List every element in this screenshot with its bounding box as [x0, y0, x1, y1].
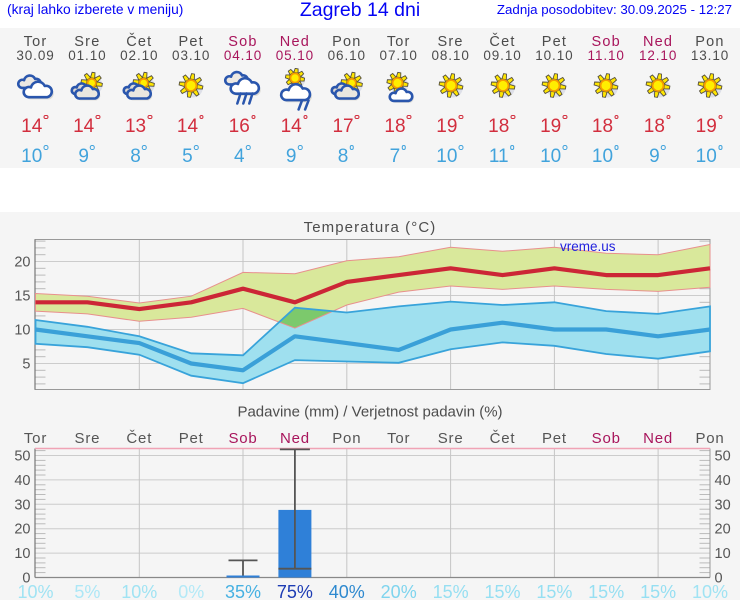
svg-text:35%: 35%: [225, 582, 261, 600]
svg-text:15%: 15%: [484, 582, 520, 600]
svg-text:5: 5: [22, 357, 30, 373]
svg-text:10%: 10%: [692, 582, 728, 600]
svg-text:Ned: Ned: [643, 430, 673, 447]
svg-text:40: 40: [715, 473, 731, 489]
svg-text:75%: 75%: [277, 582, 313, 600]
svg-text:10: 10: [715, 546, 731, 562]
svg-text:Padavine (mm) / Verjetnost pad: Padavine (mm) / Verjetnost padavin (%): [237, 404, 502, 421]
svg-text:Sre: Sre: [75, 430, 101, 447]
svg-text:10%: 10%: [121, 582, 157, 600]
svg-text:Tor: Tor: [24, 430, 47, 447]
svg-text:30: 30: [715, 497, 731, 513]
svg-text:Čet: Čet: [490, 430, 516, 447]
svg-text:15%: 15%: [536, 582, 572, 600]
svg-text:Ned: Ned: [280, 430, 310, 447]
svg-text:Sob: Sob: [592, 430, 621, 447]
svg-text:0: 0: [22, 571, 30, 587]
svg-text:20: 20: [715, 522, 731, 538]
svg-text:15%: 15%: [433, 582, 469, 600]
svg-text:50: 50: [715, 449, 731, 465]
svg-text:Pon: Pon: [332, 430, 361, 447]
svg-text:Pet: Pet: [179, 430, 204, 447]
svg-text:40%: 40%: [329, 582, 365, 600]
svg-text:15: 15: [14, 289, 30, 305]
svg-text:0: 0: [715, 571, 723, 587]
svg-text:Pon: Pon: [695, 430, 724, 447]
svg-text:15%: 15%: [640, 582, 676, 600]
svg-text:Čet: Čet: [126, 430, 152, 447]
svg-text:Temperatura (°C): Temperatura (°C): [304, 219, 437, 236]
svg-text:vreme.us: vreme.us: [560, 239, 616, 254]
svg-text:40: 40: [14, 473, 30, 489]
svg-text:Sre: Sre: [438, 430, 464, 447]
svg-text:20: 20: [14, 522, 30, 538]
svg-text:50: 50: [14, 449, 30, 465]
svg-text:20%: 20%: [381, 582, 417, 600]
svg-text:30: 30: [14, 497, 30, 513]
svg-text:5%: 5%: [74, 582, 100, 600]
svg-text:0%: 0%: [178, 582, 204, 600]
svg-text:15%: 15%: [588, 582, 624, 600]
svg-text:Tor: Tor: [387, 430, 410, 447]
svg-text:10%: 10%: [17, 582, 53, 600]
svg-text:10: 10: [14, 546, 30, 562]
svg-text:20: 20: [14, 255, 30, 271]
svg-text:Sob: Sob: [228, 430, 257, 447]
svg-text:Pet: Pet: [542, 430, 567, 447]
svg-text:10: 10: [14, 323, 30, 339]
